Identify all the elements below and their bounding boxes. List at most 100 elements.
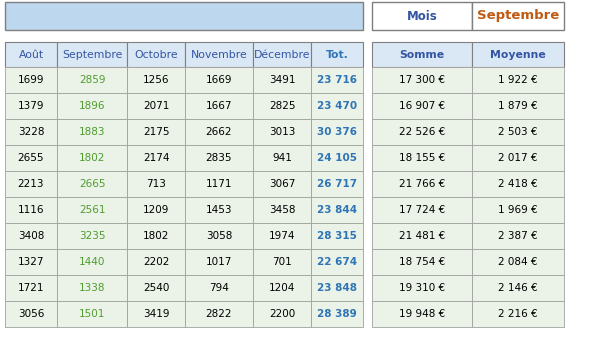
Bar: [127, 249, 185, 275]
Bar: [372, 301, 472, 327]
Bar: [57, 249, 127, 275]
Bar: [185, 275, 253, 301]
Text: 713: 713: [146, 179, 166, 189]
Bar: [253, 197, 311, 223]
Bar: [127, 171, 185, 197]
Text: 2 017 €: 2 017 €: [498, 153, 538, 163]
Bar: [127, 119, 185, 145]
Text: 2 216 €: 2 216 €: [498, 309, 538, 319]
Text: 941: 941: [272, 153, 292, 163]
Text: 3458: 3458: [269, 205, 295, 215]
Bar: [253, 171, 311, 197]
Text: 1896: 1896: [79, 101, 105, 111]
Text: 2665: 2665: [79, 179, 105, 189]
Bar: [57, 301, 127, 327]
Bar: [127, 275, 185, 301]
Bar: [472, 197, 564, 223]
Bar: [472, 171, 564, 197]
Bar: [311, 67, 363, 93]
Text: 21 766 €: 21 766 €: [399, 179, 445, 189]
Text: Août: Août: [19, 50, 44, 60]
Bar: [5, 197, 57, 223]
Bar: [253, 301, 311, 327]
Bar: [185, 197, 253, 223]
Text: 17 724 €: 17 724 €: [399, 205, 445, 215]
Text: 21 481 €: 21 481 €: [399, 231, 445, 241]
Text: 19 310 €: 19 310 €: [399, 283, 445, 293]
Bar: [57, 67, 127, 93]
Text: Octobre: Octobre: [134, 50, 178, 60]
Bar: [5, 275, 57, 301]
Bar: [127, 197, 185, 223]
Text: 24 105: 24 105: [317, 153, 357, 163]
Bar: [311, 119, 363, 145]
Bar: [5, 145, 57, 171]
Bar: [311, 42, 363, 67]
Text: 3235: 3235: [79, 231, 105, 241]
Bar: [253, 249, 311, 275]
Text: 1017: 1017: [206, 257, 232, 267]
Text: Novembre: Novembre: [191, 50, 247, 60]
Bar: [5, 42, 57, 67]
Text: Septembre: Septembre: [477, 10, 559, 22]
Text: 1802: 1802: [79, 153, 105, 163]
Bar: [372, 249, 472, 275]
Text: 30 376: 30 376: [317, 127, 357, 137]
Bar: [253, 93, 311, 119]
Bar: [5, 119, 57, 145]
Bar: [185, 42, 253, 67]
Text: 2071: 2071: [143, 101, 169, 111]
Text: 2540: 2540: [143, 283, 169, 293]
Bar: [185, 67, 253, 93]
Bar: [253, 223, 311, 249]
Bar: [472, 119, 564, 145]
Bar: [185, 145, 253, 171]
Bar: [372, 119, 472, 145]
Bar: [311, 197, 363, 223]
Text: Tot.: Tot.: [326, 50, 349, 60]
Text: 1802: 1802: [143, 231, 169, 241]
Text: 1667: 1667: [206, 101, 232, 111]
Text: 1453: 1453: [206, 205, 232, 215]
Text: 1338: 1338: [79, 283, 105, 293]
Text: 2 146 €: 2 146 €: [498, 283, 538, 293]
Bar: [185, 119, 253, 145]
Bar: [311, 301, 363, 327]
Text: 1501: 1501: [79, 309, 105, 319]
Text: 2 084 €: 2 084 €: [498, 257, 538, 267]
Bar: [5, 93, 57, 119]
Text: Septembre: Septembre: [62, 50, 122, 60]
Bar: [5, 249, 57, 275]
Text: 3419: 3419: [143, 309, 169, 319]
Bar: [472, 249, 564, 275]
Text: 2200: 2200: [269, 309, 295, 319]
Bar: [472, 301, 564, 327]
Text: 23 844: 23 844: [317, 205, 357, 215]
Text: 701: 701: [272, 257, 292, 267]
Text: Mois: Mois: [407, 10, 437, 22]
Text: Moyenne: Moyenne: [490, 50, 546, 60]
Bar: [253, 145, 311, 171]
Text: 1256: 1256: [143, 75, 169, 85]
Text: 23 470: 23 470: [317, 101, 357, 111]
Bar: [311, 145, 363, 171]
Text: 2822: 2822: [206, 309, 232, 319]
Text: 3013: 3013: [269, 127, 295, 137]
Text: 22 674: 22 674: [317, 257, 357, 267]
Bar: [185, 171, 253, 197]
Bar: [253, 67, 311, 93]
Text: 2561: 2561: [79, 205, 105, 215]
Text: 2202: 2202: [143, 257, 169, 267]
Text: 26 717: 26 717: [317, 179, 357, 189]
Text: Décembre: Décembre: [254, 50, 310, 60]
Text: 3067: 3067: [269, 179, 295, 189]
Bar: [127, 67, 185, 93]
Bar: [372, 145, 472, 171]
Text: Somme: Somme: [400, 50, 445, 60]
Text: 1171: 1171: [206, 179, 232, 189]
Bar: [472, 223, 564, 249]
Text: 2213: 2213: [18, 179, 44, 189]
Bar: [57, 171, 127, 197]
Bar: [5, 223, 57, 249]
Bar: [185, 249, 253, 275]
